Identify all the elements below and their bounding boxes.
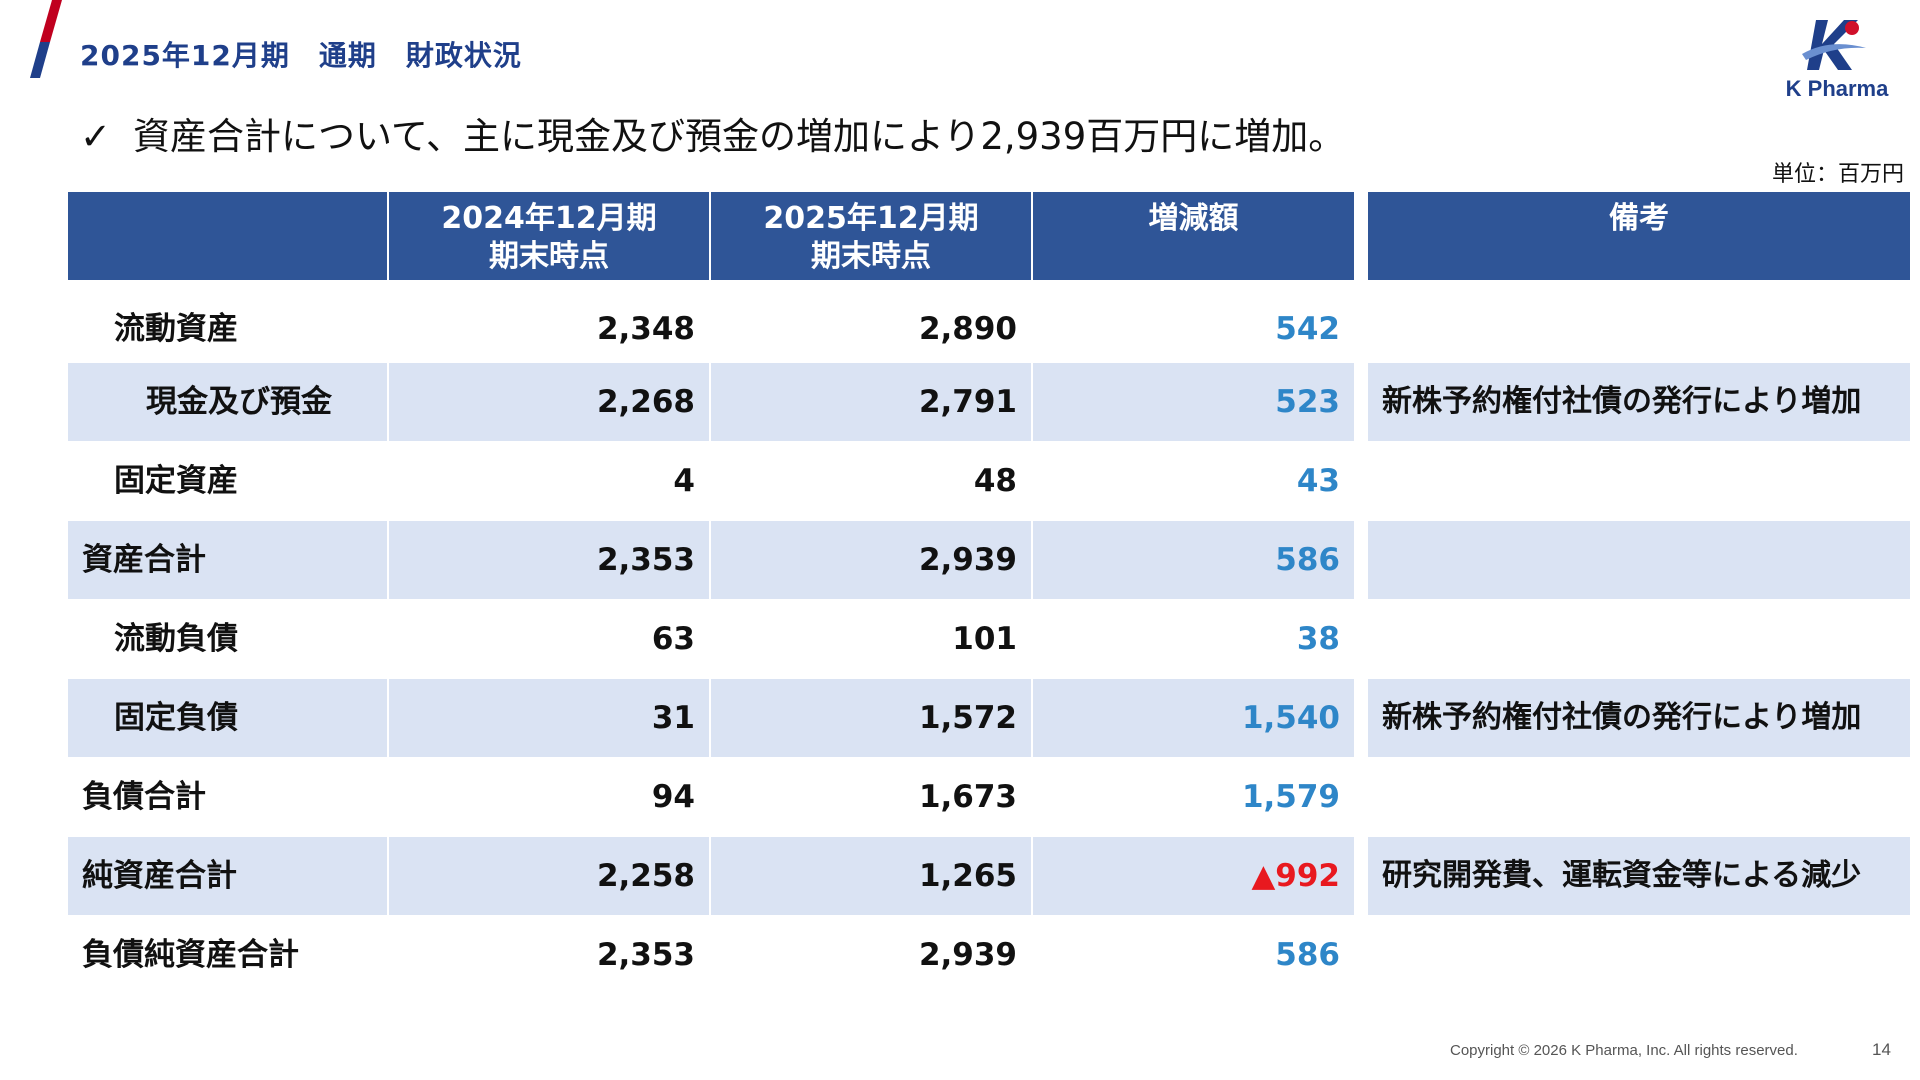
table-row: 流動負債 63 101 38 xyxy=(68,600,1910,678)
change-amount: ▲992 xyxy=(1033,837,1354,915)
row-label: 固定資産 xyxy=(114,463,238,499)
value-2024: 31 xyxy=(389,679,709,757)
company-logo: K Pharma xyxy=(1772,14,1902,104)
remarks: 新株予約権付社債の発行により増加 xyxy=(1368,679,1910,757)
header-cell-curr: 2025年12月期 期末時点 xyxy=(711,192,1031,280)
change-amount: 542 xyxy=(1275,311,1340,347)
table-header-row: 2024年12月期 期末時点 2025年12月期 期末時点 増減額 備考 xyxy=(68,192,1910,280)
change-amount: 586 xyxy=(1033,521,1354,599)
row-label: 流動負債 xyxy=(114,621,238,657)
header-cell-note: 備考 xyxy=(1368,192,1910,280)
page-title: 2025年12月期 通期 財政状況 xyxy=(80,39,522,72)
header-note-label: 備考 xyxy=(1609,201,1669,236)
change-amount: 1,540 xyxy=(1033,679,1354,757)
header-prev-line2: 期末時点 xyxy=(489,239,609,274)
copyright-footer: Copyright © 2026 K Pharma, Inc. All righ… xyxy=(1450,1042,1798,1059)
value-2024: 2,348 xyxy=(596,311,695,347)
table-row: 固定負債 31 1,572 1,540 新株予約権付社債の発行により増加 xyxy=(68,679,1910,757)
remarks xyxy=(1368,916,1910,994)
checkmark-icon: ✓ xyxy=(80,115,112,158)
value-2024: 2,353 xyxy=(596,937,695,973)
change-amount: 38 xyxy=(1296,621,1340,657)
value-2025: 2,791 xyxy=(711,363,1031,441)
header-curr-line2: 期末時点 xyxy=(811,239,931,274)
change-amount: 1,579 xyxy=(1241,779,1340,815)
logo-text: K Pharma xyxy=(1785,76,1889,101)
value-2025: 48 xyxy=(973,463,1017,499)
value-2024: 2,268 xyxy=(389,363,709,441)
table-row: 現金及び預金 2,268 2,791 523 新株予約権付社債の発行により増加 xyxy=(68,363,1910,441)
remarks xyxy=(1368,442,1910,520)
value-2025: 2,939 xyxy=(918,937,1017,973)
header-diff-label: 増減額 xyxy=(1148,201,1239,236)
remarks xyxy=(1368,521,1910,599)
table-row: 純資産合計 2,258 1,265 ▲992 研究開発費、運転資金等による減少 xyxy=(68,837,1910,915)
value-2025: 101 xyxy=(952,621,1017,657)
value-2025: 1,265 xyxy=(711,837,1031,915)
header-cell-diff: 増減額 xyxy=(1033,192,1354,280)
value-2025: 2,890 xyxy=(918,311,1017,347)
remarks xyxy=(1368,290,1910,368)
row-label: 純資産合計 xyxy=(68,837,387,915)
summary-text: 資産合計について、主に現金及び預金の増加により2,939百万円に増加。 xyxy=(133,115,1346,158)
header-prev-line1: 2024年12月期 xyxy=(441,201,657,236)
value-2024: 63 xyxy=(651,621,695,657)
value-2024: 2,353 xyxy=(389,521,709,599)
header-cell-prev: 2024年12月期 期末時点 xyxy=(389,192,709,280)
value-2025: 1,673 xyxy=(918,779,1017,815)
table-row: 固定資産 4 48 43 xyxy=(68,442,1910,520)
change-amount: 523 xyxy=(1033,363,1354,441)
value-2024: 4 xyxy=(673,463,695,499)
row-label: 負債合計 xyxy=(82,779,206,815)
change-amount: 586 xyxy=(1275,937,1340,973)
table-row: 資産合計 2,353 2,939 586 xyxy=(68,521,1910,599)
change-amount: 43 xyxy=(1296,463,1340,499)
page-number: 14 xyxy=(1872,1040,1891,1059)
header-curr-line1: 2025年12月期 xyxy=(763,201,979,236)
summary-line: ✓ 資産合計について、主に現金及び預金の増加により2,939百万円に増加。 xyxy=(80,106,1345,160)
row-label: 固定負債 xyxy=(68,679,387,757)
header-cell-blank xyxy=(68,192,387,280)
remarks xyxy=(1368,758,1910,836)
value-2025: 2,939 xyxy=(711,521,1031,599)
unit-label: 単位：百万円 xyxy=(1771,162,1904,187)
table-row: 流動資産 2,348 2,890 542 xyxy=(68,290,1910,368)
k-pharma-logo-icon xyxy=(1802,20,1866,70)
value-2025: 1,572 xyxy=(711,679,1031,757)
table-row: 負債純資産合計 2,353 2,939 586 xyxy=(68,916,1910,994)
value-2024: 2,258 xyxy=(389,837,709,915)
row-label: 現金及び預金 xyxy=(68,363,387,441)
row-label: 負債純資産合計 xyxy=(82,937,299,973)
row-label: 資産合計 xyxy=(68,521,387,599)
title-accent-slash xyxy=(30,0,62,78)
row-label: 流動資産 xyxy=(114,311,238,347)
remarks xyxy=(1368,600,1910,678)
value-2024: 94 xyxy=(651,779,695,815)
table-row: 負債合計 94 1,673 1,579 xyxy=(68,758,1910,836)
remarks: 新株予約権付社債の発行により増加 xyxy=(1368,363,1910,441)
remarks: 研究開発費、運転資金等による減少 xyxy=(1368,837,1910,915)
